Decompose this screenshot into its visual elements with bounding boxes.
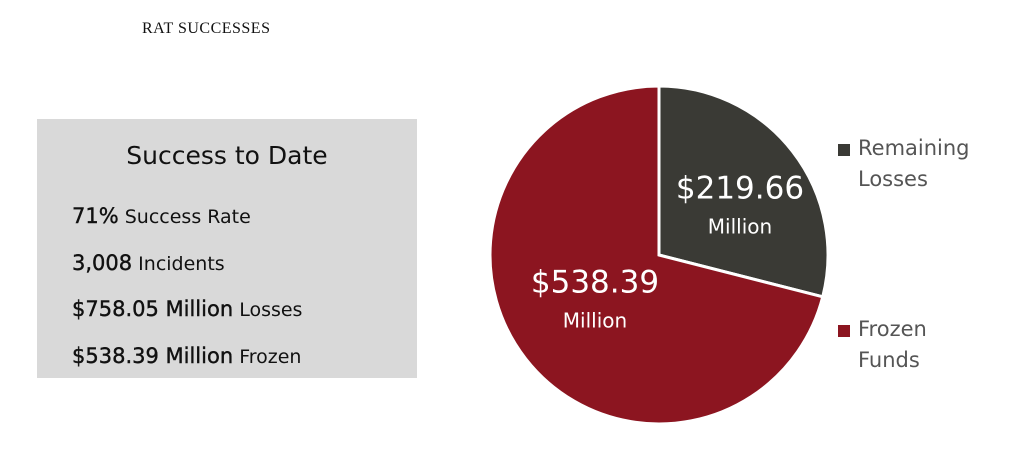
slice-value-label: $219.66: [676, 171, 804, 207]
legend-label: Frozen Funds: [858, 317, 927, 372]
summary-value: $538.39 Million: [72, 343, 234, 368]
summary-label: Losses: [239, 299, 303, 321]
pie-slice: [488, 84, 825, 426]
summary-value: 71%: [72, 204, 119, 228]
summary-value: 3,008: [72, 250, 133, 275]
summary-item: $758.05 Million Losses: [72, 297, 303, 321]
summary-value: $758.05 Million: [72, 297, 234, 321]
slice-unit-label: Million: [563, 309, 627, 333]
slice-value-label: $538.39: [531, 265, 659, 301]
summary-label: Frozen: [239, 345, 302, 368]
summary-label: Success Rate: [124, 206, 251, 228]
summary-box: Success to Date 71% Success Rate 3,008 In…: [37, 119, 417, 378]
legend-entry: Remaining Losses: [838, 133, 970, 195]
summary-item: $538.39 Million Frozen: [72, 343, 302, 368]
page-title: RAT SUCCESSES: [142, 20, 271, 37]
slice-unit-label: Million: [708, 215, 772, 239]
legend-entry: Frozen Funds: [838, 314, 968, 376]
legend-swatch: [838, 325, 850, 337]
pie-slice: [657, 84, 830, 299]
summary-label: Incidents: [138, 252, 225, 275]
summary-item: 71% Success Rate: [72, 204, 251, 228]
legend-swatch: [838, 144, 850, 156]
legend-label: Remaining Losses: [858, 136, 970, 191]
summary-item: 3,008 Incidents: [72, 250, 225, 275]
summary-title: Success to Date: [126, 141, 328, 170]
